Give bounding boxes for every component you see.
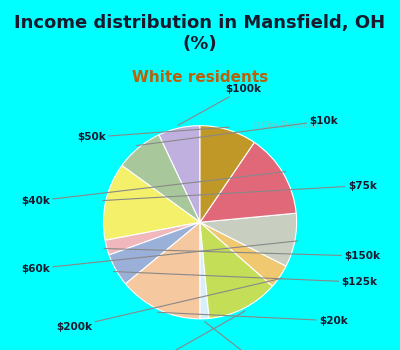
Wedge shape [200, 213, 296, 266]
Wedge shape [200, 222, 209, 319]
Text: $75k: $75k [103, 181, 377, 201]
Wedge shape [200, 222, 286, 286]
Text: $150k: $150k [104, 248, 380, 261]
Wedge shape [109, 222, 200, 284]
Text: $200k: $200k [56, 278, 282, 331]
Wedge shape [200, 142, 296, 222]
Text: $60k: $60k [22, 241, 298, 274]
Wedge shape [200, 222, 272, 318]
Text: $125k: $125k [114, 272, 377, 287]
Text: Income distribution in Mansfield, OH
(%): Income distribution in Mansfield, OH (%) [14, 14, 386, 53]
Text: White residents: White residents [132, 70, 268, 85]
Wedge shape [104, 166, 200, 240]
Wedge shape [126, 222, 200, 319]
Wedge shape [122, 135, 200, 222]
Text: ⓘ City-Data.com: ⓘ City-Data.com [254, 121, 322, 130]
Wedge shape [200, 126, 254, 222]
Text: $30k: $30k [145, 311, 245, 350]
Text: $20k: $20k [158, 312, 348, 326]
Text: $10k: $10k [136, 116, 338, 146]
Text: > $200k: > $200k [205, 322, 277, 350]
Wedge shape [105, 222, 200, 255]
Wedge shape [159, 126, 200, 222]
Text: $50k: $50k [78, 127, 229, 142]
Text: $100k: $100k [178, 84, 262, 125]
Text: $40k: $40k [21, 172, 286, 206]
